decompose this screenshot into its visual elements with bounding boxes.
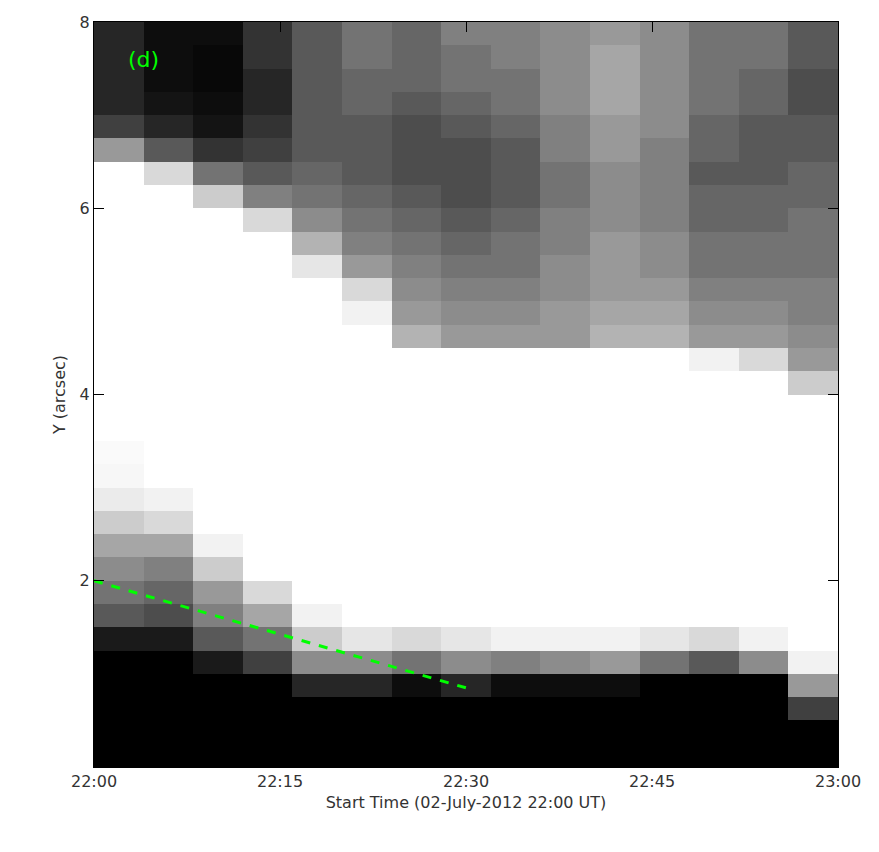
svg-text:Start Time (02-July-2012 22:00: Start Time (02-July-2012 22:00 UT) — [326, 793, 607, 812]
svg-text:(d): (d) — [128, 47, 159, 72]
svg-text:2: 2 — [80, 571, 90, 590]
svg-text:22:00: 22:00 — [71, 772, 117, 791]
svg-text:22:15: 22:15 — [257, 772, 303, 791]
svg-text:Y (arcsec): Y (arcsec) — [50, 355, 69, 435]
svg-text:6: 6 — [80, 199, 90, 218]
svg-text:22:45: 22:45 — [629, 772, 675, 791]
svg-text:22:30: 22:30 — [443, 772, 489, 791]
svg-text:8: 8 — [80, 13, 90, 32]
svg-text:4: 4 — [80, 385, 90, 404]
svg-text:23:00: 23:00 — [815, 772, 861, 791]
